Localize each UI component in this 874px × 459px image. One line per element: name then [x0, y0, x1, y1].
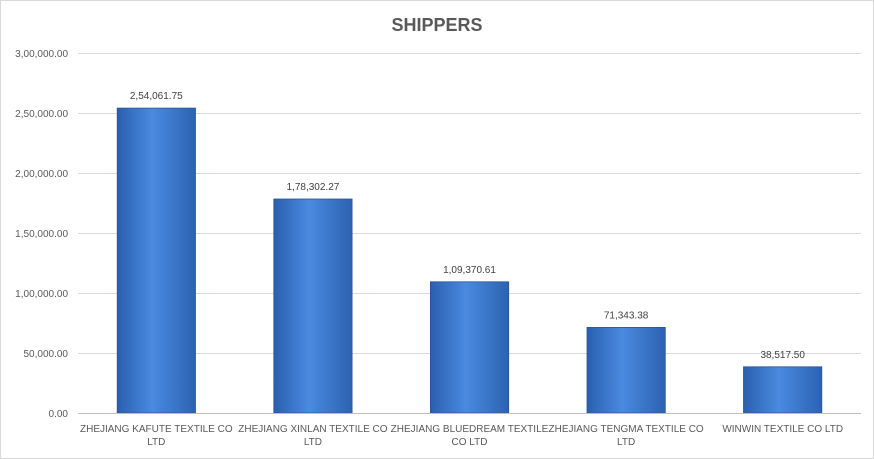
x-tick-label: CO LTD: [452, 437, 488, 448]
x-tick-label: ZHEJIANG XINLAN TEXTILE CO: [238, 424, 388, 435]
x-axis-category-labels: ZHEJIANG KAFUTE TEXTILE CO LTD ZHEJIANG XI…: [80, 424, 843, 448]
bar: [586, 326, 666, 414]
x-tick-label: LTD: [147, 437, 165, 448]
y-tick-label: 3,00,000.00: [15, 49, 68, 60]
data-label: 38,517.50: [760, 350, 805, 361]
y-tick-label: 2,50,000.00: [15, 109, 68, 120]
bars: [116, 107, 823, 414]
bar: [273, 198, 353, 414]
x-tick-label: ZHEJIANG TENGMA TEXTILE CO: [548, 424, 703, 435]
data-label: 1,78,302.27: [286, 182, 339, 193]
y-tick-label: 2,00,000.00: [15, 169, 68, 180]
x-tick-label: WINWIN TEXTILE CO LTD: [722, 424, 843, 435]
y-tick-label: 50,000.00: [24, 349, 69, 360]
data-label: 2,54,061.75: [130, 91, 183, 102]
data-labels: 2,54,061.75 1,78,302.27 1,09,370.61 71,343.…: [130, 91, 805, 361]
chart-title: SHIPPERS: [391, 15, 482, 35]
x-tick-label: LTD: [304, 437, 322, 448]
gridlines: [78, 53, 861, 354]
data-label: 71,343.38: [604, 310, 649, 321]
data-label: 1,09,370.61: [443, 265, 496, 276]
y-axis-tick-labels: 0.00 50,000.00 1,00,000.00 1,50,000.00 2,00,…: [15, 49, 68, 420]
x-tick-label: LTD: [617, 437, 635, 448]
y-tick-label: 1,00,000.00: [15, 289, 68, 300]
y-tick-label: 1,50,000.00: [15, 229, 68, 240]
x-tick-label: ZHEJIANG KAFUTE TEXTILE CO: [80, 424, 233, 435]
y-tick-label: 0.00: [49, 409, 69, 420]
bar: [743, 366, 823, 414]
bar: [116, 107, 196, 414]
bar: [429, 281, 510, 414]
x-tick-label: ZHEJIANG BLUEDREAM TEXTILE: [391, 424, 549, 435]
